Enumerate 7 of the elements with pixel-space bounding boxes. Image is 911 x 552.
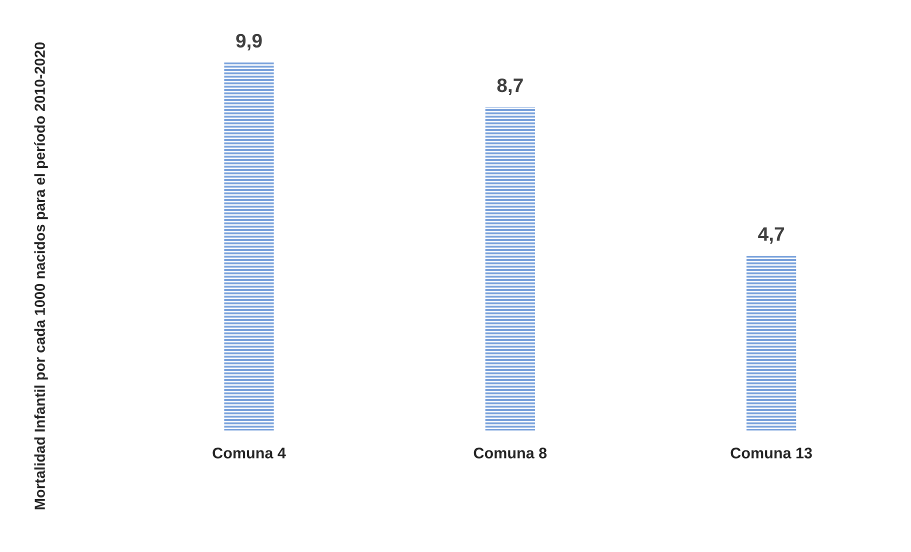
data-label: 4,7	[758, 227, 784, 244]
y-axis-title: Mortalidad Infantil por cada 1000 nacidos para el período 2010-2020	[34, 42, 48, 510]
x-tick-label: Comuna 8	[474, 448, 547, 458]
x-tick-label: Comuna 4	[212, 448, 286, 458]
data-label: 9,9	[236, 34, 262, 50]
data-label: 8,7	[497, 78, 523, 96]
x-tick-label: Comuna 13	[730, 448, 812, 458]
